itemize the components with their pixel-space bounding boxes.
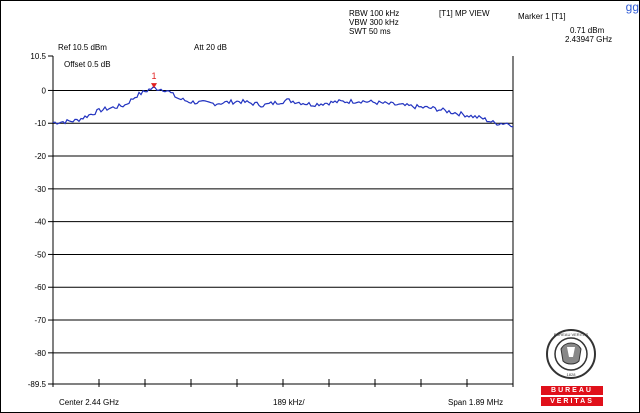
bureau-veritas-seal-logo: BUREAU VERITAS 1828 [546, 329, 596, 379]
spectrum-trace [52, 86, 514, 128]
y-tick-label: -89.5 [28, 380, 47, 389]
vbw-label: VBW 300 kHz [349, 18, 399, 27]
marker-level: 0.71 dBm [570, 26, 605, 35]
marker-frequency: 2.43947 GHz [565, 35, 613, 44]
svg-text:1828: 1828 [567, 372, 577, 377]
y-tick-label: -70 [34, 316, 46, 325]
y-tick-label: -30 [34, 185, 46, 194]
frequency-per-division: 189 kHz/ [273, 398, 305, 407]
center-frequency: Center 2.44 GHz [59, 398, 120, 407]
marker-title: Marker 1 [T1] [518, 12, 566, 21]
y-tick-label: 0 [42, 86, 47, 95]
attenuation: Att 20 dB [194, 43, 227, 52]
y-tick-label: -60 [34, 283, 46, 292]
y-tick-label: -10 [34, 119, 46, 128]
frequency-span: Span 1.89 MHz [448, 398, 504, 407]
trace-mode-label: [T1] MP VIEW [439, 9, 490, 18]
marker-1-symbol [151, 83, 158, 89]
y-tick-label: -50 [34, 250, 46, 259]
swt-label: SWT 50 ms [349, 27, 391, 36]
brand-bar-bottom: VERITAS [541, 397, 603, 406]
y-tick-label: -40 [34, 218, 46, 227]
offset-label: Offset 0.5 dB [64, 60, 111, 69]
marker-1-label: 1 [151, 71, 156, 81]
reference-level: Ref 10.5 dBm [58, 43, 107, 52]
corner-text: gg [625, 0, 639, 14]
svg-text:BUREAU VERITAS: BUREAU VERITAS [554, 332, 589, 337]
y-tick-label: 10.5 [30, 52, 46, 61]
brand-bar-top: BUREAU [541, 386, 603, 395]
y-tick-label: -80 [34, 349, 46, 358]
y-tick-label: -20 [34, 152, 46, 161]
rbw-label: RBW 100 kHz [349, 9, 400, 18]
